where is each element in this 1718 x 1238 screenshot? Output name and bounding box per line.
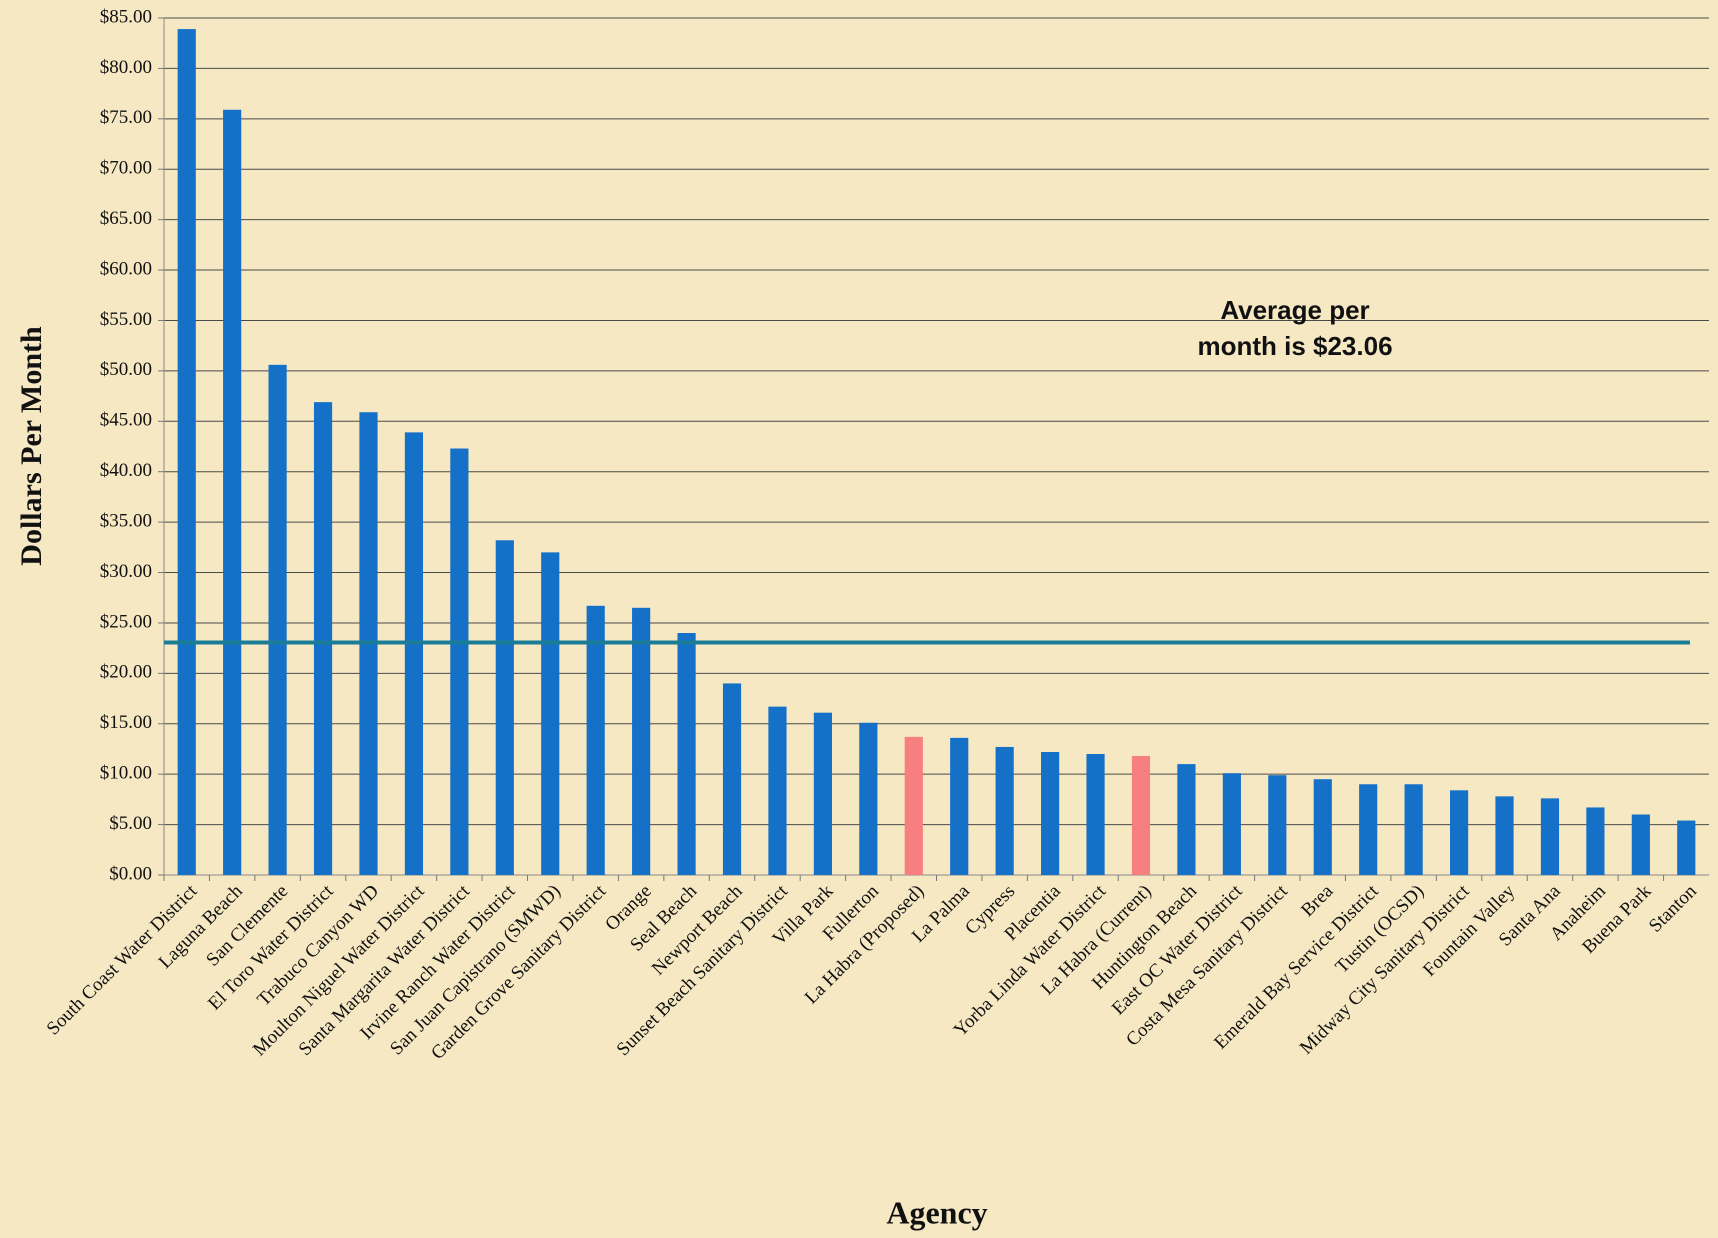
- y-tick-label: $20.00: [100, 662, 152, 683]
- bar: [1540, 798, 1560, 875]
- bar: [1495, 796, 1514, 875]
- y-tick-label: $50.00: [100, 359, 152, 380]
- bar: [1404, 784, 1423, 875]
- bar: [1359, 784, 1378, 875]
- y-tick-label: $45.00: [100, 410, 152, 431]
- x-axis-title: Agency: [886, 1194, 987, 1230]
- bar: [1313, 779, 1332, 875]
- bar: [313, 402, 333, 875]
- bar: [722, 683, 742, 875]
- bar: [404, 432, 424, 875]
- bar: [586, 605, 605, 875]
- bar: [495, 540, 514, 875]
- bar: [677, 633, 696, 875]
- y-tick-label: $0.00: [109, 863, 152, 884]
- bar: [768, 706, 787, 875]
- bar: [1222, 773, 1241, 875]
- y-tick-label: $55.00: [100, 309, 152, 330]
- bar: [1677, 820, 1696, 875]
- bar: [632, 607, 651, 875]
- y-tick-label: $5.00: [109, 813, 152, 834]
- bar: [1586, 807, 1605, 875]
- bar: [1268, 775, 1287, 875]
- y-tick-label: $85.00: [100, 6, 152, 27]
- bar: [1131, 756, 1151, 875]
- bar: [995, 746, 1014, 875]
- bar: [223, 109, 242, 876]
- y-tick-label: $15.00: [100, 712, 152, 733]
- bar: [1086, 754, 1105, 875]
- bar: [1177, 764, 1196, 875]
- bar: [1449, 790, 1469, 875]
- bar: [177, 29, 196, 876]
- bar: [813, 712, 832, 875]
- y-tick-label: $80.00: [100, 57, 152, 78]
- y-tick-label: $35.00: [100, 510, 152, 531]
- bar: [950, 737, 969, 875]
- y-tick-label: $40.00: [100, 460, 152, 481]
- bar: [268, 364, 287, 875]
- bar: [450, 448, 469, 875]
- annotation: month is $23.06: [1197, 331, 1392, 361]
- bar: [1631, 814, 1650, 875]
- annotation: Average per: [1220, 295, 1369, 325]
- bar: [859, 722, 878, 875]
- bar: [1041, 751, 1060, 875]
- y-tick-label: $10.00: [100, 763, 152, 784]
- y-tick-label: $65.00: [100, 208, 152, 229]
- y-axis-title: Dollars Per Month: [15, 326, 48, 566]
- bar: [904, 736, 923, 875]
- y-tick-label: $75.00: [100, 107, 152, 128]
- y-tick-label: $60.00: [100, 258, 152, 279]
- y-tick-label: $70.00: [100, 158, 152, 179]
- y-tick-label: $30.00: [100, 561, 152, 582]
- bar: [541, 552, 560, 875]
- y-tick-label: $25.00: [100, 611, 152, 632]
